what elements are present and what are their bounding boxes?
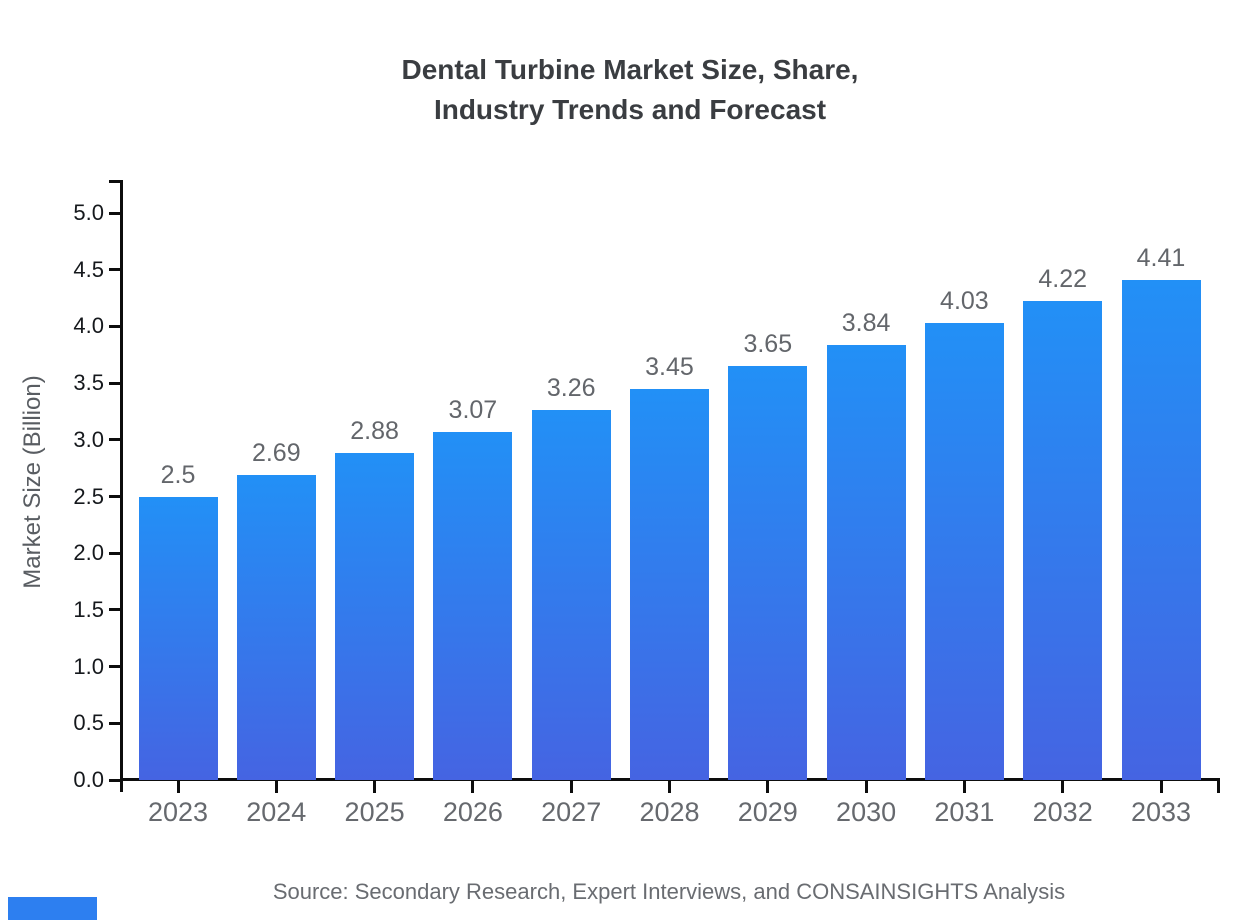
- bar: [1023, 301, 1103, 780]
- x-axis-end-tick: [1217, 781, 1220, 793]
- y-tick-label: 1.0: [73, 653, 104, 679]
- brand-mark: [8, 897, 97, 920]
- y-tick-label: 0.0: [73, 767, 104, 792]
- x-tick: [176, 781, 180, 793]
- y-tick-label: 4.5: [73, 256, 104, 282]
- bar-value-label: 4.22: [1038, 265, 1088, 294]
- x-tick-label: 2026: [442, 797, 503, 827]
- bar: [728, 366, 808, 780]
- y-tick-label: 4.0: [73, 313, 104, 339]
- bar-value-label: 2.69: [251, 438, 301, 467]
- y-tick: [109, 551, 121, 555]
- y-tick-label: 2.0: [73, 540, 104, 566]
- y-tick: [109, 324, 121, 328]
- x-tick-label: 2025: [344, 797, 405, 827]
- y-tick-label: 0.5: [73, 710, 104, 736]
- bar-value-label: 3.84: [841, 308, 891, 337]
- y-axis-end-tick: [109, 180, 121, 183]
- x-tick-label: 2032: [1032, 797, 1093, 827]
- x-tick: [274, 781, 278, 793]
- bar-value-label: 2.88: [350, 417, 399, 446]
- bar: [531, 410, 611, 780]
- chart-title-line-2: Industry Trends and Forecast: [433, 94, 827, 125]
- y-axis-spine: [120, 180, 123, 792]
- bar-value-label: 4.41: [1136, 243, 1186, 272]
- x-tick: [373, 781, 377, 793]
- y-tick-label: 2.5: [73, 483, 104, 509]
- bar-value-label: 3.07: [448, 395, 498, 424]
- x-tick-label: 2023: [147, 797, 209, 827]
- y-tick: [109, 721, 121, 725]
- bar-value-label: 3.45: [645, 352, 694, 381]
- y-tick-label: 1.5: [73, 596, 104, 622]
- y-tick: [109, 608, 121, 612]
- x-tick-label: 2029: [737, 797, 798, 827]
- bar-value-label: 3.26: [546, 374, 596, 403]
- x-tick: [1159, 781, 1163, 793]
- x-tick: [471, 781, 475, 793]
- bar: [433, 431, 513, 780]
- chart-title-line-1: Dental Turbine Market Size, Share,: [401, 54, 859, 85]
- x-tick-label: 2027: [541, 797, 602, 827]
- y-tick: [109, 778, 121, 782]
- bar-value-label: 2.5: [160, 460, 196, 489]
- y-tick: [109, 268, 121, 272]
- y-tick-label: 5.0: [73, 200, 104, 225]
- bar: [630, 388, 709, 780]
- x-tick: [1061, 781, 1065, 793]
- x-tick-label: 2031: [934, 797, 995, 827]
- bar: [335, 453, 415, 780]
- bar: [236, 474, 316, 780]
- bar-value-label: 3.65: [743, 330, 793, 359]
- y-tick-label: 3.5: [73, 370, 104, 396]
- x-tick: [766, 781, 770, 793]
- y-tick: [109, 438, 121, 442]
- source-note: Source: Secondary Research, Expert Inter…: [272, 879, 1066, 904]
- bar: [138, 496, 218, 780]
- x-tick: [962, 781, 966, 793]
- y-tick: [109, 211, 121, 215]
- bar: [1121, 279, 1201, 780]
- y-tick: [109, 495, 121, 498]
- bar-value-label: 4.03: [940, 286, 989, 315]
- x-tick-label: 2024: [246, 797, 307, 827]
- x-tick-label: 2028: [639, 797, 700, 827]
- chart-title: Dental Turbine Market Size, Share, Indus…: [0, 50, 1260, 130]
- x-tick-label: 2033: [1130, 797, 1192, 827]
- y-tick: [109, 665, 121, 669]
- x-tick: [668, 781, 671, 793]
- x-tick-label: 2030: [836, 797, 897, 827]
- y-tick: [109, 381, 121, 385]
- x-tick: [864, 781, 868, 793]
- x-tick: [569, 781, 573, 793]
- bar: [924, 322, 1004, 780]
- y-tick-label: 3.0: [73, 426, 104, 452]
- bar: [826, 344, 906, 780]
